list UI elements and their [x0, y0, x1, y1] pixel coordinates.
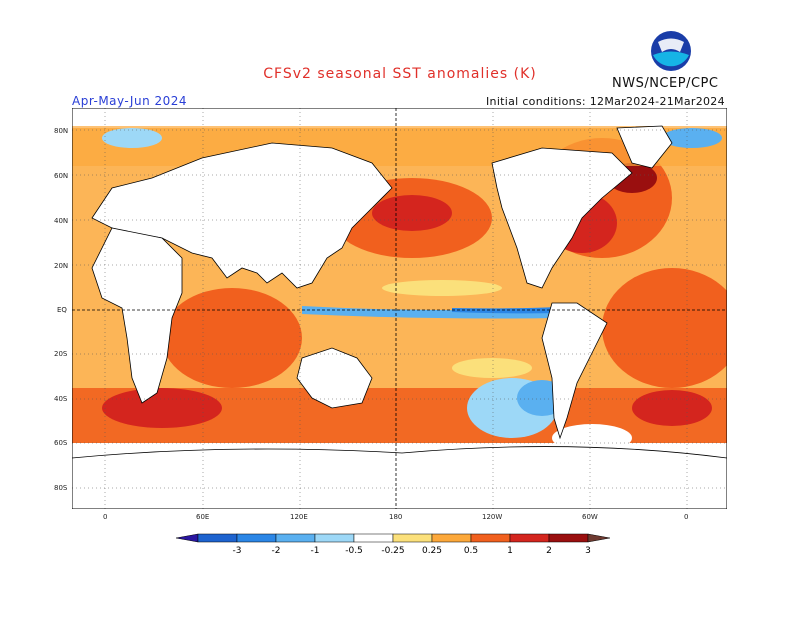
colorbar-swatch — [509, 533, 550, 543]
lat-label: 80N — [54, 127, 69, 135]
initial-conditions-label: Initial conditions: 12Mar2024-21Mar2024 — [486, 95, 725, 108]
colorbar-swatch — [392, 533, 433, 543]
colorbar-tick-label: -0.5 — [345, 546, 363, 556]
lon-label: 180 — [389, 513, 403, 521]
colorbar-tick-label: 0.25 — [422, 546, 442, 556]
lon-label: 120W — [482, 513, 503, 521]
lat-label: 60N — [54, 172, 69, 180]
colorbar-tick-label: 1 — [507, 546, 513, 556]
colorbar-tick-label: -0.25 — [381, 546, 404, 556]
colorbar-swatch — [470, 533, 511, 543]
colorbar-swatch — [197, 533, 238, 543]
lat-label: EQ — [57, 306, 67, 314]
lat-label: 80S — [54, 484, 68, 492]
lat-label: 20S — [54, 350, 68, 358]
lon-label: 120E — [290, 513, 308, 521]
colorbar: -3 -2 -1 -0.5 -0.25 0.25 0.5 1 2 3 — [175, 533, 611, 556]
lon-label: 60W — [582, 513, 598, 521]
colorbar-tick-label: 2 — [546, 546, 552, 556]
lat-label: 40N — [54, 217, 69, 225]
season-label: Apr-May-Jun 2024 — [72, 94, 188, 108]
colorbar-tick-label: -2 — [272, 546, 281, 556]
colorbar-tick-label: 3 — [585, 546, 591, 556]
colorbar-tick-label: -3 — [233, 546, 242, 556]
colorbar-swatch — [314, 533, 355, 543]
lon-label: 0 — [103, 513, 108, 521]
lon-label: 60E — [196, 513, 210, 521]
colorbar-tick-label: -1 — [311, 546, 320, 556]
colorbar-swatch — [236, 533, 277, 543]
colorbar-tick-label: 0.5 — [464, 546, 478, 556]
lat-label: 20N — [54, 262, 69, 270]
graticule — [72, 108, 727, 509]
equator-dateline — [72, 108, 727, 509]
noaa-logo-icon — [651, 31, 691, 71]
agency-label: NWS/NCEP/CPC — [612, 76, 719, 91]
map-title: CFSv2 seasonal SST anomalies (K) — [263, 66, 537, 82]
lon-label: 0 — [684, 513, 689, 521]
colorbar-swatch — [548, 533, 589, 543]
lat-label: 60S — [54, 439, 68, 447]
continents — [72, 125, 727, 509]
colorbar-end-high — [587, 533, 611, 543]
colorbar-swatch — [431, 533, 472, 543]
colorbar-swatch — [275, 533, 316, 543]
colorbar-swatch — [353, 533, 394, 543]
colorbar-end-low — [175, 533, 199, 543]
lat-label: 40S — [54, 395, 68, 403]
sst-anomaly-map — [72, 108, 727, 509]
